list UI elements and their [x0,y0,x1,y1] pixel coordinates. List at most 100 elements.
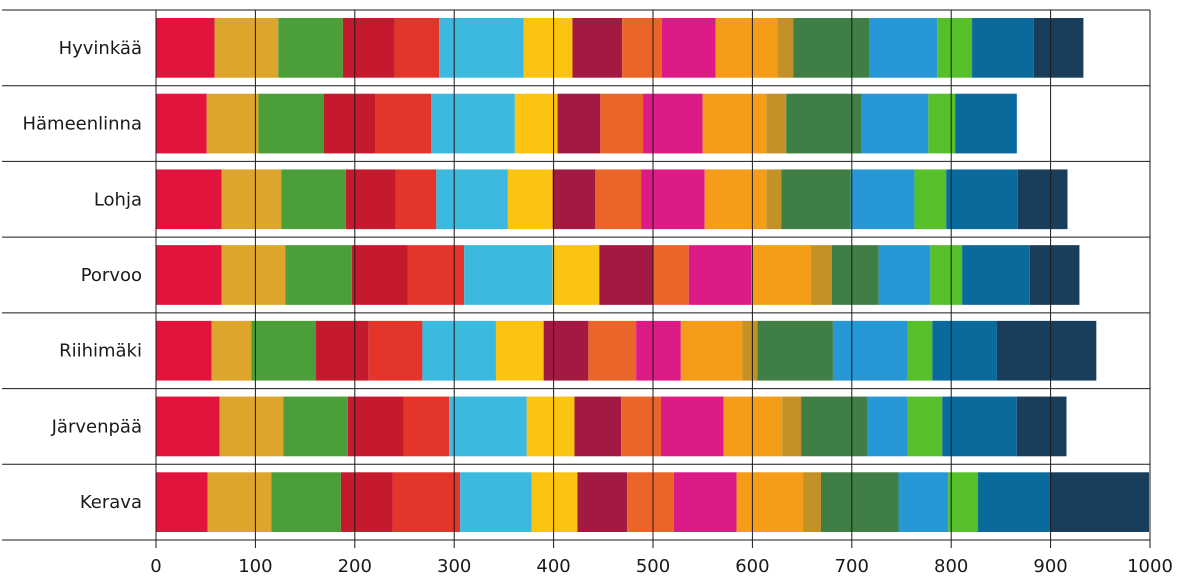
bar-segment [715,18,778,78]
category-label: Lohja [94,189,142,210]
x-tick-label: 900 [1033,556,1067,577]
bar-segment [526,396,575,457]
bar-segment [907,320,933,381]
bar-segment [552,245,600,305]
bar-segment [599,245,653,305]
bar-segment [820,472,899,532]
bar-segment [907,396,943,457]
bar-segment [757,320,833,381]
bar-segment [436,169,508,230]
bar-segment [832,320,908,381]
bar-segment [948,472,979,532]
bar-segment [766,169,782,230]
bar-segment [793,18,870,78]
bar-segment [831,245,879,305]
bar-segment [680,320,743,381]
bar-segment [340,472,393,532]
bar-segment [978,472,1050,532]
bar-segment [460,472,532,532]
bar-segment [156,396,220,457]
x-tick-label: 500 [636,556,670,577]
bar-segment [281,169,346,230]
bar-segment [207,472,272,532]
bar-segment [342,18,395,78]
category-label: Hämeenlinna [22,114,142,135]
bar-segment [673,472,737,532]
bar-segment [156,18,215,78]
bar-segment [751,245,812,305]
bar-segment [214,18,279,78]
x-tick-label: 700 [835,556,869,577]
bar-segment [803,472,821,532]
category-label: Kerava [80,492,142,513]
bar-segment [1033,18,1084,78]
bar-segment [394,18,440,78]
bar-segment [661,18,716,78]
bar-segment [577,472,628,532]
bar-segment [351,245,408,305]
bar-segment [1029,245,1080,305]
bar-segment [557,93,601,154]
bar-segment [660,396,724,457]
bar-segment [449,396,527,457]
bar-segment [736,472,804,532]
bar-segment [574,396,622,457]
bar-segment [347,396,404,457]
bar-segment [777,18,794,78]
bar-segment [786,93,862,154]
bar-segment [946,169,1018,230]
bar-segment [251,320,317,381]
category-label: Hyvinkää [59,38,142,59]
bar-segment [285,245,352,305]
bar-segment [572,18,623,78]
bar-segment [621,396,661,457]
x-tick-label: 0 [150,556,161,577]
bar-segment [955,93,1017,154]
bar-segment [878,245,931,305]
x-tick-label: 300 [437,556,471,577]
bar-segment [439,18,524,78]
bar-segment [622,18,662,78]
bar-segment [219,396,284,457]
bar-segment [552,169,596,230]
bar-segment [531,472,578,532]
bar-segment [937,18,973,78]
grid-layer [2,9,1151,548]
bar-segment [643,93,703,154]
bar-segment [600,93,644,154]
bar-segment [543,320,589,381]
bar-segment [1016,396,1067,457]
bar-segment [688,245,752,305]
bar-segment [942,396,1017,457]
bar-segment [781,169,851,230]
bar-segment [588,320,637,381]
bar-segment [850,169,915,230]
bar-segment [811,245,832,305]
bar-segment [156,472,208,532]
bar-segment [156,93,207,154]
bar-segment [627,472,674,532]
bar-segment [395,169,437,230]
bar-segment [156,320,212,381]
bar-segment [258,93,324,154]
bar-segment [206,93,259,154]
x-tick-label: 800 [934,556,968,577]
bar-segment [211,320,252,381]
bar-segment [704,169,767,230]
bar-segment [636,320,681,381]
x-tick-label: 100 [238,556,272,577]
axis-layer: Hyvinkää Hämeenlinna Lohja Porvoo Riihimäki J… [22,38,1172,577]
bar-segment [766,93,787,154]
bar-segment [742,320,758,381]
bar-segment [702,93,767,154]
bar-segment [316,320,369,381]
bar-segment [392,472,461,532]
bar-segment [514,93,558,154]
bar-segment [407,245,465,305]
x-tick-label: 600 [735,556,769,577]
bar-segment [368,320,423,381]
bar-segment [156,245,222,305]
bar-segment [345,169,396,230]
bar-segment [595,169,642,230]
